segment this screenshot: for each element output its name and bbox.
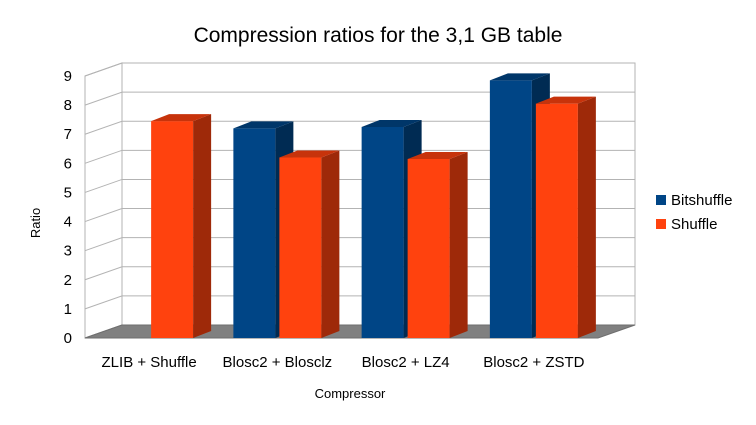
legend: Bitshuffle Shuffle — [656, 192, 732, 233]
bar-top — [407, 151, 468, 159]
bar-front — [407, 158, 450, 338]
bar-top — [361, 119, 422, 127]
y-tick-label: 9 — [64, 68, 72, 85]
bar-shuffle-1 — [151, 114, 212, 338]
bar-front — [151, 121, 194, 338]
gridline — [84, 62, 635, 77]
x-axis-ticks: ZLIB + Shuffle Blosc2 + Blosclz Blosc2 + L… — [102, 354, 585, 371]
bar-front — [233, 128, 276, 338]
y-tick-label: 7 — [64, 126, 72, 143]
gridline — [84, 149, 635, 164]
y-tick-label: 1 — [64, 301, 72, 318]
bar-front — [535, 103, 578, 339]
y-tick-label: 6 — [64, 155, 72, 172]
bar-front — [361, 126, 404, 338]
y-tick-label: 2 — [64, 272, 72, 289]
bar-top — [151, 114, 212, 122]
bar-top — [279, 150, 340, 158]
legend-swatch — [656, 195, 666, 205]
x-axis-title: Compressor — [315, 386, 386, 401]
bar-shuffle-3 — [407, 151, 468, 338]
side-wall — [84, 62, 123, 339]
bar-shuffle-2 — [279, 150, 340, 338]
bar-top — [489, 73, 550, 81]
bar-top — [535, 96, 596, 104]
x-tick-label: Blosc2 + ZSTD — [483, 354, 584, 371]
legend-swatch — [656, 219, 666, 229]
x-tick-label: ZLIB + Shuffle — [102, 354, 197, 371]
y-axis-title: Ratio — [28, 208, 43, 238]
bar-shuffle-4 — [535, 96, 596, 339]
bar-side — [193, 114, 212, 338]
legend-label: Bitshuffle — [671, 192, 732, 209]
x-tick-label: Blosc2 + Blosclz — [223, 354, 333, 371]
gridline — [84, 91, 635, 106]
y-tick-label: 5 — [64, 184, 72, 201]
chart-title: Compression ratios for the 3,1 GB table — [194, 24, 563, 47]
bar-side — [577, 96, 596, 339]
legend-label: Shuffle — [671, 216, 717, 233]
legend-item: Bitshuffle — [656, 192, 732, 209]
y-tick-label: 3 — [64, 243, 72, 260]
bar-top — [233, 121, 294, 129]
bar-side — [321, 150, 340, 338]
bars — [151, 73, 596, 339]
y-axis-ticks: 0 1 2 3 4 5 6 7 8 9 — [64, 68, 72, 347]
y-tick-label: 8 — [64, 97, 72, 114]
legend-item: Shuffle — [656, 216, 717, 233]
bar-front — [279, 157, 322, 338]
x-tick-label: Blosc2 + LZ4 — [362, 354, 450, 371]
bar-side — [449, 151, 468, 338]
y-tick-label: 4 — [64, 214, 72, 231]
y-tick-label: 0 — [64, 330, 72, 347]
bar-front — [489, 80, 532, 338]
gridline — [84, 120, 635, 135]
